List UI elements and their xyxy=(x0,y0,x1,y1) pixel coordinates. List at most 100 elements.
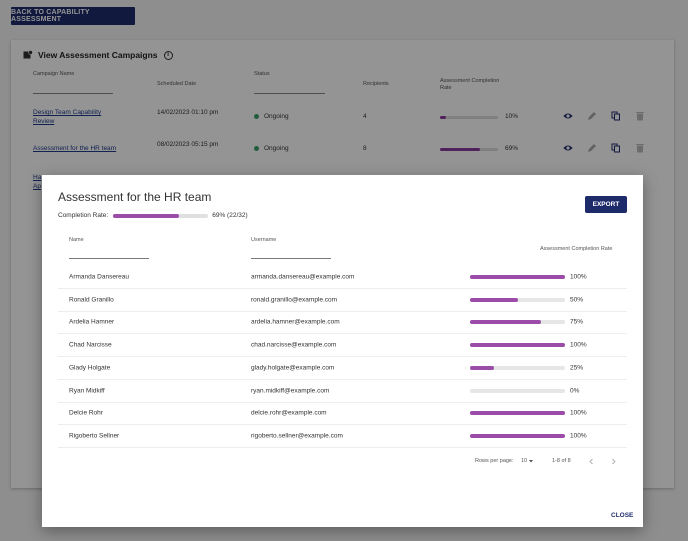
user-name: Ardelia Hamner xyxy=(69,318,115,326)
user-progress-bar xyxy=(470,297,565,302)
user-percent: 100% xyxy=(570,409,587,417)
user-percent: 75% xyxy=(570,318,584,326)
campaign-row: Assessment for the HR team 08/02/2023 05… xyxy=(11,136,674,164)
user-username: ryan.midkiff@example.com xyxy=(251,387,330,395)
user-percent: 25% xyxy=(570,364,584,372)
campaign-link[interactable]: Assessment for the HR team xyxy=(33,145,117,152)
header-username: Username xyxy=(251,237,277,243)
view-icon[interactable] xyxy=(563,143,573,155)
campaign-row: Design Team Capability Review 14/02/2023… xyxy=(11,103,674,131)
user-progress-bar xyxy=(470,274,565,279)
user-percent: 100% xyxy=(570,341,587,349)
table-row: Ryan Midkiff ryan.midkiff@example.com 0% xyxy=(58,380,627,403)
panel-title-text: View Assessment Campaigns xyxy=(38,50,158,60)
progress-fill xyxy=(470,434,565,439)
export-button[interactable]: EXPORT xyxy=(585,196,627,213)
campaign-date: 08/02/2023 05:15 pm xyxy=(157,141,219,148)
header-completion-rate: Assessment Completion Rate xyxy=(540,246,613,252)
panel-title: View Assessment Campaigns i xyxy=(23,50,173,60)
user-progress-bar xyxy=(470,365,565,370)
user-username: ardelia.hamner@example.com xyxy=(251,318,340,326)
campaign-filter-line[interactable] xyxy=(33,93,113,94)
user-name: Glady Holgate xyxy=(69,364,111,372)
user-name: Delcie Rohr xyxy=(69,409,103,417)
table-row: Rigoberto Sellner rigoberto.sellner@examp… xyxy=(58,425,627,448)
user-username: chad.narcisse@example.com xyxy=(251,341,337,349)
progress-fill xyxy=(470,297,518,302)
edit-icon[interactable] xyxy=(587,111,597,123)
rows-per-page-select[interactable]: 10 xyxy=(521,458,534,464)
completion-rate-label: Completion Rate: xyxy=(58,212,109,219)
dialog-title: Assessment for the HR team xyxy=(58,190,212,204)
user-percent: 100% xyxy=(570,432,587,440)
status-filter-line[interactable] xyxy=(254,93,325,94)
pagination-range: 1-8 of 8 xyxy=(552,458,571,464)
table-row: Ardelia Hamner ardelia.hamner@example.com… xyxy=(58,312,627,335)
user-progress-bar xyxy=(470,434,565,439)
rows-per-page-value: 10 xyxy=(521,458,528,464)
rows-per-page-label: Rows per page: xyxy=(475,458,514,464)
campaign-status: Ongoing xyxy=(254,145,289,152)
campaign-status: Ongoing xyxy=(254,113,289,120)
user-name: Rigoberto Sellner xyxy=(69,432,120,440)
col-recipients: Recipients xyxy=(363,81,389,87)
name-filter-line[interactable] xyxy=(69,258,149,259)
campaign-percent: 69% xyxy=(505,145,519,152)
username-filter-line[interactable] xyxy=(251,258,331,259)
progress-fill xyxy=(440,148,481,151)
campaign-date: 14/02/2023 01:10 pm xyxy=(157,109,219,116)
user-percent: 50% xyxy=(570,296,584,304)
user-name: Chad Narcisse xyxy=(69,341,112,349)
col-completion-rate: Assessment Completion Rate xyxy=(440,78,500,91)
campaign-link[interactable]: Ha Ap xyxy=(33,174,42,190)
user-username: delcie.rohr@example.com xyxy=(251,409,327,417)
edit-icon[interactable] xyxy=(587,143,597,155)
campaign-icon xyxy=(23,50,33,59)
delete-icon[interactable] xyxy=(635,143,645,155)
table-row: Glady Holgate glady.holgate@example.com 25… xyxy=(58,357,627,380)
info-icon[interactable]: i xyxy=(163,50,173,60)
progress-fill xyxy=(470,411,565,416)
progress-fill xyxy=(470,365,494,370)
table-row: Chad Narcisse chad.narcisse@example.com 10… xyxy=(58,334,627,357)
table-row: Delcie Rohr delcie.rohr@example.com 100% xyxy=(58,403,627,426)
user-progress-bar xyxy=(470,320,565,325)
campaign-recipients: 8 xyxy=(363,145,367,152)
progress-fill xyxy=(440,116,446,119)
header-name: Name xyxy=(69,237,84,243)
progress-fill xyxy=(470,343,565,348)
copy-icon[interactable] xyxy=(611,111,621,123)
user-username: ronald.granillo@example.com xyxy=(251,296,338,304)
col-campaign-name: Campaign Name xyxy=(33,71,75,77)
assessment-dialog: Assessment for the HR team EXPORT Comple… xyxy=(42,175,643,527)
user-percent: 100% xyxy=(570,273,587,281)
next-page-icon[interactable] xyxy=(610,458,617,465)
view-icon[interactable] xyxy=(563,111,573,123)
campaign-link[interactable]: Design Team Capability Review xyxy=(33,109,102,125)
user-username: glady.holgate@example.com xyxy=(251,364,335,372)
user-percent: 0% xyxy=(570,387,580,395)
prev-page-icon[interactable] xyxy=(588,458,595,465)
table-row: Armanda Dansereau armanda.dansereau@examp… xyxy=(58,266,627,289)
status-dot xyxy=(254,145,259,151)
user-table-body: Armanda Dansereau armanda.dansereau@examp… xyxy=(58,266,627,448)
progress-fill xyxy=(470,320,542,325)
campaign-percent: 10% xyxy=(505,113,519,120)
campaign-recipients: 4 xyxy=(363,113,367,120)
completion-rate-value: 69% (22/32) xyxy=(212,212,248,219)
campaign-row-partial: Ha Ap xyxy=(11,170,674,198)
close-button[interactable]: CLOSE xyxy=(611,512,634,519)
user-progress-bar xyxy=(470,343,565,348)
status-dot xyxy=(254,113,259,119)
delete-icon[interactable] xyxy=(635,111,645,123)
user-name: Ronald Granillo xyxy=(69,296,114,304)
user-name: Ryan Midkiff xyxy=(69,387,105,395)
campaign-progress-bar xyxy=(440,116,498,119)
campaign-progress-bar xyxy=(440,148,498,151)
completion-rate-bar xyxy=(113,213,209,218)
back-to-capability-assessment-button[interactable]: BACK TO CAPABILITY ASSESSMENT xyxy=(11,7,135,25)
copy-icon[interactable] xyxy=(611,143,621,155)
col-status: Status xyxy=(254,71,270,77)
user-username: rigoberto.sellner@example.com xyxy=(251,432,343,440)
progress-fill xyxy=(113,213,179,218)
